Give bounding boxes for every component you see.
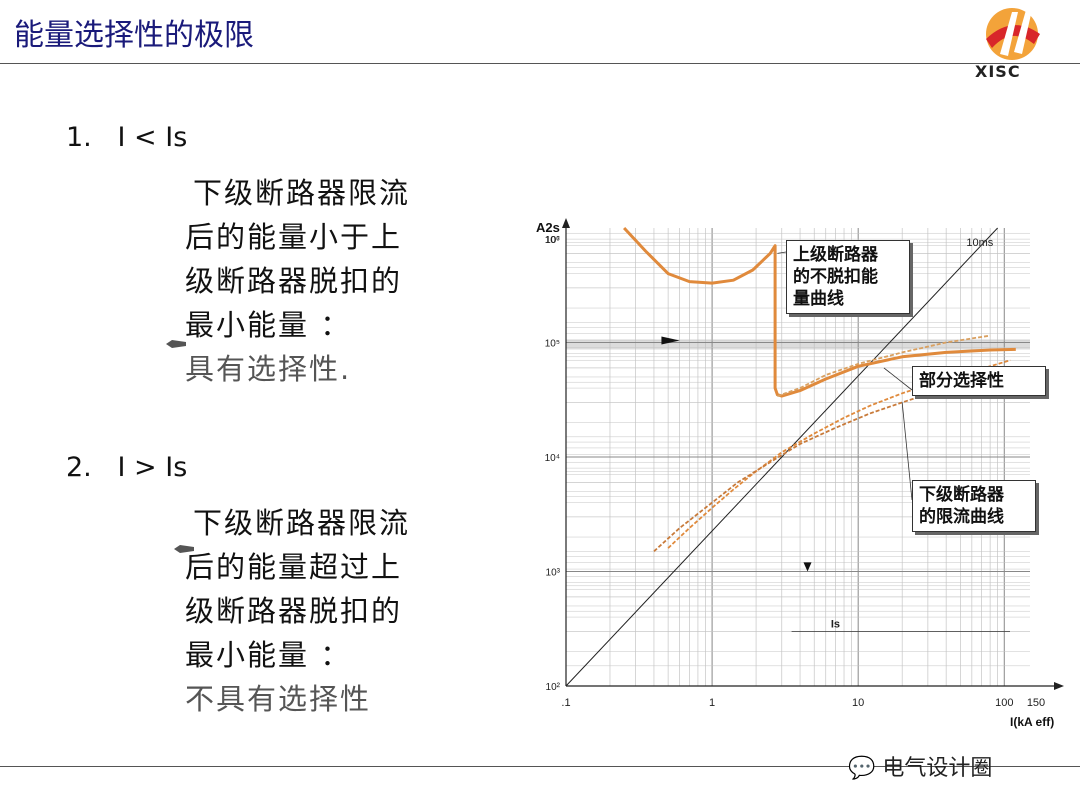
item-1-line-1: 下级断路器限流 bbox=[193, 176, 411, 210]
item-1-line-4: 最小能量 ： bbox=[185, 308, 352, 342]
bottom-divider bbox=[0, 766, 1080, 767]
wechat-icon: 💬 bbox=[848, 756, 876, 781]
y-tick-label: 10⁴ bbox=[545, 453, 560, 464]
callout-upstream-line: 上级断路器 bbox=[793, 245, 878, 265]
pointer-icon bbox=[174, 545, 194, 553]
xisc-logo bbox=[986, 8, 1040, 60]
x-tick-label: 10 bbox=[852, 697, 864, 709]
down-arrow-icon bbox=[803, 562, 812, 572]
callout-downstream: 下级断路器 的限流曲线 bbox=[912, 480, 1036, 532]
pointer-icon bbox=[166, 340, 186, 348]
callout-upstream-line: 量曲线 bbox=[793, 289, 844, 309]
series-line-3 bbox=[667, 359, 1011, 549]
y-axis-arrow-icon bbox=[562, 218, 570, 228]
item-1-line-2: 后的能量小于上 bbox=[185, 220, 403, 254]
title-divider bbox=[0, 63, 1080, 64]
y-tick-label: 10⁷ bbox=[545, 235, 560, 246]
y-tick-label: 10³ bbox=[546, 568, 561, 579]
logo-text: XISC bbox=[975, 62, 1021, 81]
callout-downstream-line: 下级断路器 bbox=[919, 485, 1004, 505]
callout-partial: 部分选择性 bbox=[912, 366, 1046, 396]
right-arrow-icon bbox=[661, 336, 680, 345]
series-line-1 bbox=[623, 226, 1016, 398]
callout-downstream-line: 的限流曲线 bbox=[919, 507, 1004, 527]
item-2-line-3: 级断路器脱扣的 bbox=[185, 594, 403, 628]
watermark: 💬 电气设计圈 bbox=[848, 750, 992, 782]
ref-line-label: 10ms bbox=[966, 237, 993, 249]
y-axis-label: A2s bbox=[536, 220, 560, 235]
item-1-line-3: 级断路器脱扣的 bbox=[185, 264, 403, 298]
item-2-line-1: 下级断路器限流 bbox=[193, 506, 411, 540]
y-tick-label: 10⁵ bbox=[545, 339, 560, 350]
y-tick-label: 10² bbox=[546, 682, 561, 693]
item-2-line-2: 后的能量超过上 bbox=[185, 550, 403, 584]
watermark-text: 电气设计圈 bbox=[882, 756, 993, 781]
x-axis-arrow-icon bbox=[1054, 682, 1064, 690]
x-tick-label: 100 bbox=[995, 697, 1013, 709]
series-line-2 bbox=[777, 334, 991, 397]
callout-upstream-line: 的不脱扣能 bbox=[793, 267, 878, 287]
x-tick-label: 1 bbox=[709, 697, 715, 709]
callout-partial-line: 部分选择性 bbox=[919, 371, 1004, 391]
grid-band bbox=[566, 339, 1030, 350]
callout-leader bbox=[901, 402, 913, 501]
x-tick-label: 150 bbox=[1027, 697, 1045, 709]
callout-leader bbox=[883, 367, 913, 391]
callout-upstream: 上级断路器 的不脱扣能 量曲线 bbox=[786, 240, 910, 314]
is-label: Is bbox=[831, 618, 840, 630]
slide-title: 能量选择性的极限 bbox=[14, 18, 254, 53]
x-tick-label: .1 bbox=[561, 697, 570, 709]
reference-line-10ms bbox=[565, 227, 998, 687]
item-2-head: 2. I > Is bbox=[66, 452, 188, 483]
item-1-head: 1. I < Is bbox=[66, 122, 188, 153]
x-axis-label: I(kA eff) bbox=[1010, 715, 1054, 729]
callout-leader bbox=[777, 251, 787, 254]
y-tick-label: 10⁶ bbox=[545, 235, 560, 246]
item-1-line-5: 具有选择性. bbox=[185, 352, 352, 386]
item-2-line-4: 最小能量 ： bbox=[185, 638, 352, 672]
item-2-line-5: 不具有选择性 bbox=[185, 682, 372, 716]
series-line-4 bbox=[653, 387, 947, 552]
